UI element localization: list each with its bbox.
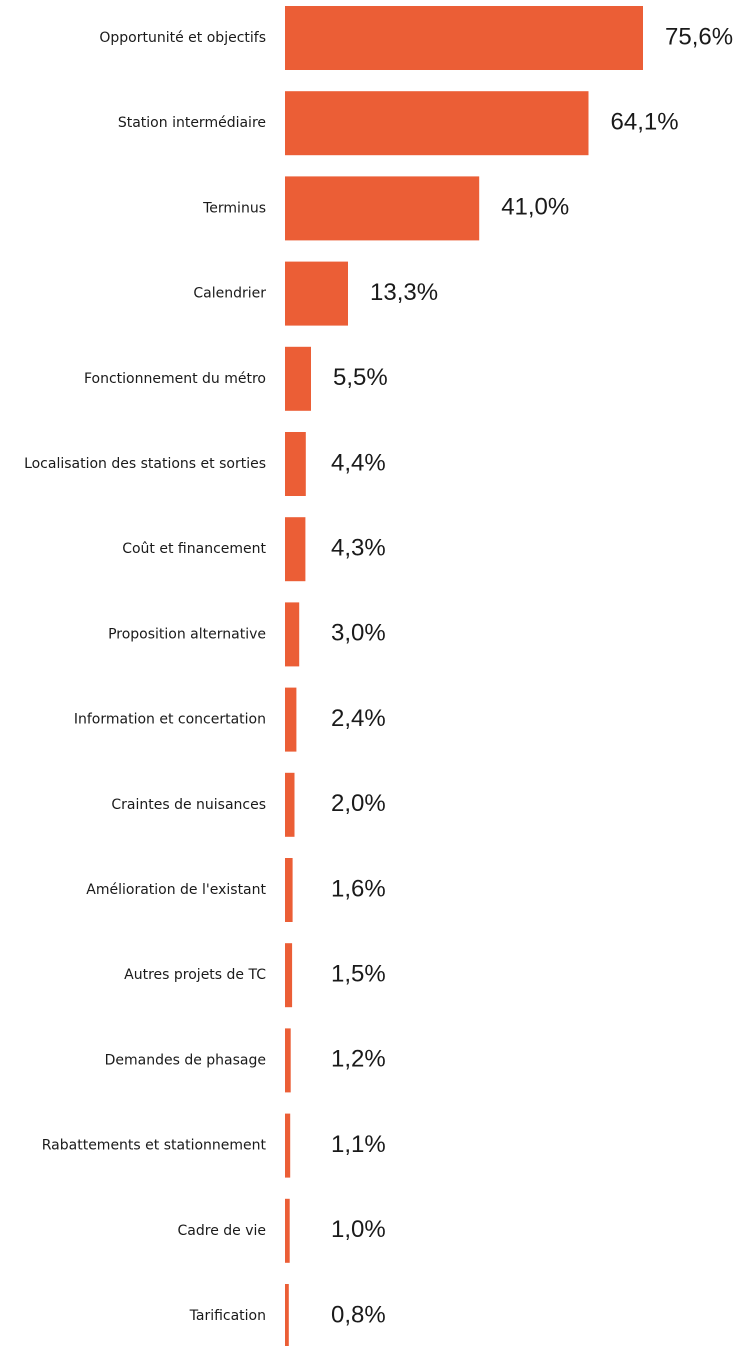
category-label-station-intermediaire: Station intermédiaire	[118, 115, 266, 131]
category-label-opportunite-et-objectifs: Opportunité et objectifs	[99, 30, 266, 46]
category-label-cadre-de-vie: Cadre de vie	[178, 1223, 267, 1239]
bar-calendrier	[285, 261, 348, 326]
category-label-rabattements-et-stationnement: Rabattements et stationnement	[42, 1138, 267, 1154]
category-label-craintes-de-nuisances: Craintes de nuisances	[111, 797, 266, 813]
value-label-calendrier: 13,3%	[370, 279, 438, 306]
category-label-fonctionnement-du-metro: Fonctionnement du métro	[84, 371, 266, 387]
bar-station-intermediaire	[285, 91, 589, 156]
category-labels-layer: Opportunité et objectifs Station interméd…	[24, 30, 266, 1324]
value-label-cout-et-financement: 4,3%	[331, 535, 386, 562]
value-label-amelioration-de-l-existant: 1,6%	[331, 875, 386, 902]
value-label-proposition-alternative: 3,0%	[331, 620, 386, 647]
bar-tarification	[285, 1284, 289, 1346]
category-label-localisation-des-stations-et-sorties: Localisation des stations et sorties	[24, 456, 266, 472]
category-label-information-et-concertation: Information et concertation	[74, 712, 266, 728]
bars-layer	[285, 6, 643, 1346]
bar-amelioration-de-l-existant	[285, 858, 293, 922]
bar-cadre-de-vie	[285, 1198, 290, 1263]
bar-opportunite-et-objectifs	[285, 6, 643, 70]
value-label-autres-projets-de-tc: 1,5%	[331, 961, 386, 988]
bar-craintes-de-nuisances	[285, 772, 295, 837]
value-label-craintes-de-nuisances: 2,0%	[331, 790, 386, 817]
bar-terminus	[285, 176, 480, 241]
bar-proposition-alternative	[285, 602, 300, 667]
bar-rabattements-et-stationnement	[285, 1113, 291, 1178]
category-label-proposition-alternative: Proposition alternative	[108, 626, 266, 642]
value-label-terminus: 41,0%	[501, 194, 569, 221]
category-label-terminus: Terminus	[202, 200, 266, 216]
value-label-tarification: 0,8%	[331, 1301, 386, 1328]
value-label-opportunite-et-objectifs: 75,6%	[665, 23, 733, 50]
category-label-calendrier: Calendrier	[193, 286, 266, 302]
value-label-localisation-des-stations-et-sorties: 4,4%	[331, 449, 386, 476]
bar-localisation-des-stations-et-sorties	[285, 432, 306, 496]
bar-information-et-concertation	[285, 687, 297, 752]
value-labels-layer: 75,6% 64,1% 41,0% 13,3% 5,5% 4,4% 4,3% 3,0% 2,4%…	[331, 23, 733, 1328]
bar-fonctionnement-du-metro	[285, 346, 311, 411]
bar-demandes-de-phasage	[285, 1028, 291, 1093]
value-label-information-et-concertation: 2,4%	[331, 705, 386, 732]
category-label-cout-et-financement: Coût et financement	[122, 541, 266, 557]
value-label-station-intermediaire: 64,1%	[611, 109, 679, 136]
value-label-cadre-de-vie: 1,0%	[331, 1216, 386, 1243]
bar-cout-et-financement	[285, 517, 306, 582]
category-label-amelioration-de-l-existant: Amélioration de l'existant	[86, 882, 266, 898]
value-label-fonctionnement-du-metro: 5,5%	[333, 364, 388, 391]
value-label-demandes-de-phasage: 1,2%	[331, 1046, 386, 1073]
category-label-demandes-de-phasage: Demandes de phasage	[105, 1052, 266, 1068]
category-label-tarification: Tarification	[189, 1308, 266, 1324]
category-label-autres-projets-de-tc: Autres projets de TC	[124, 967, 266, 983]
bar-autres-projets-de-tc	[285, 943, 293, 1008]
value-label-rabattements-et-stationnement: 1,1%	[331, 1131, 386, 1158]
